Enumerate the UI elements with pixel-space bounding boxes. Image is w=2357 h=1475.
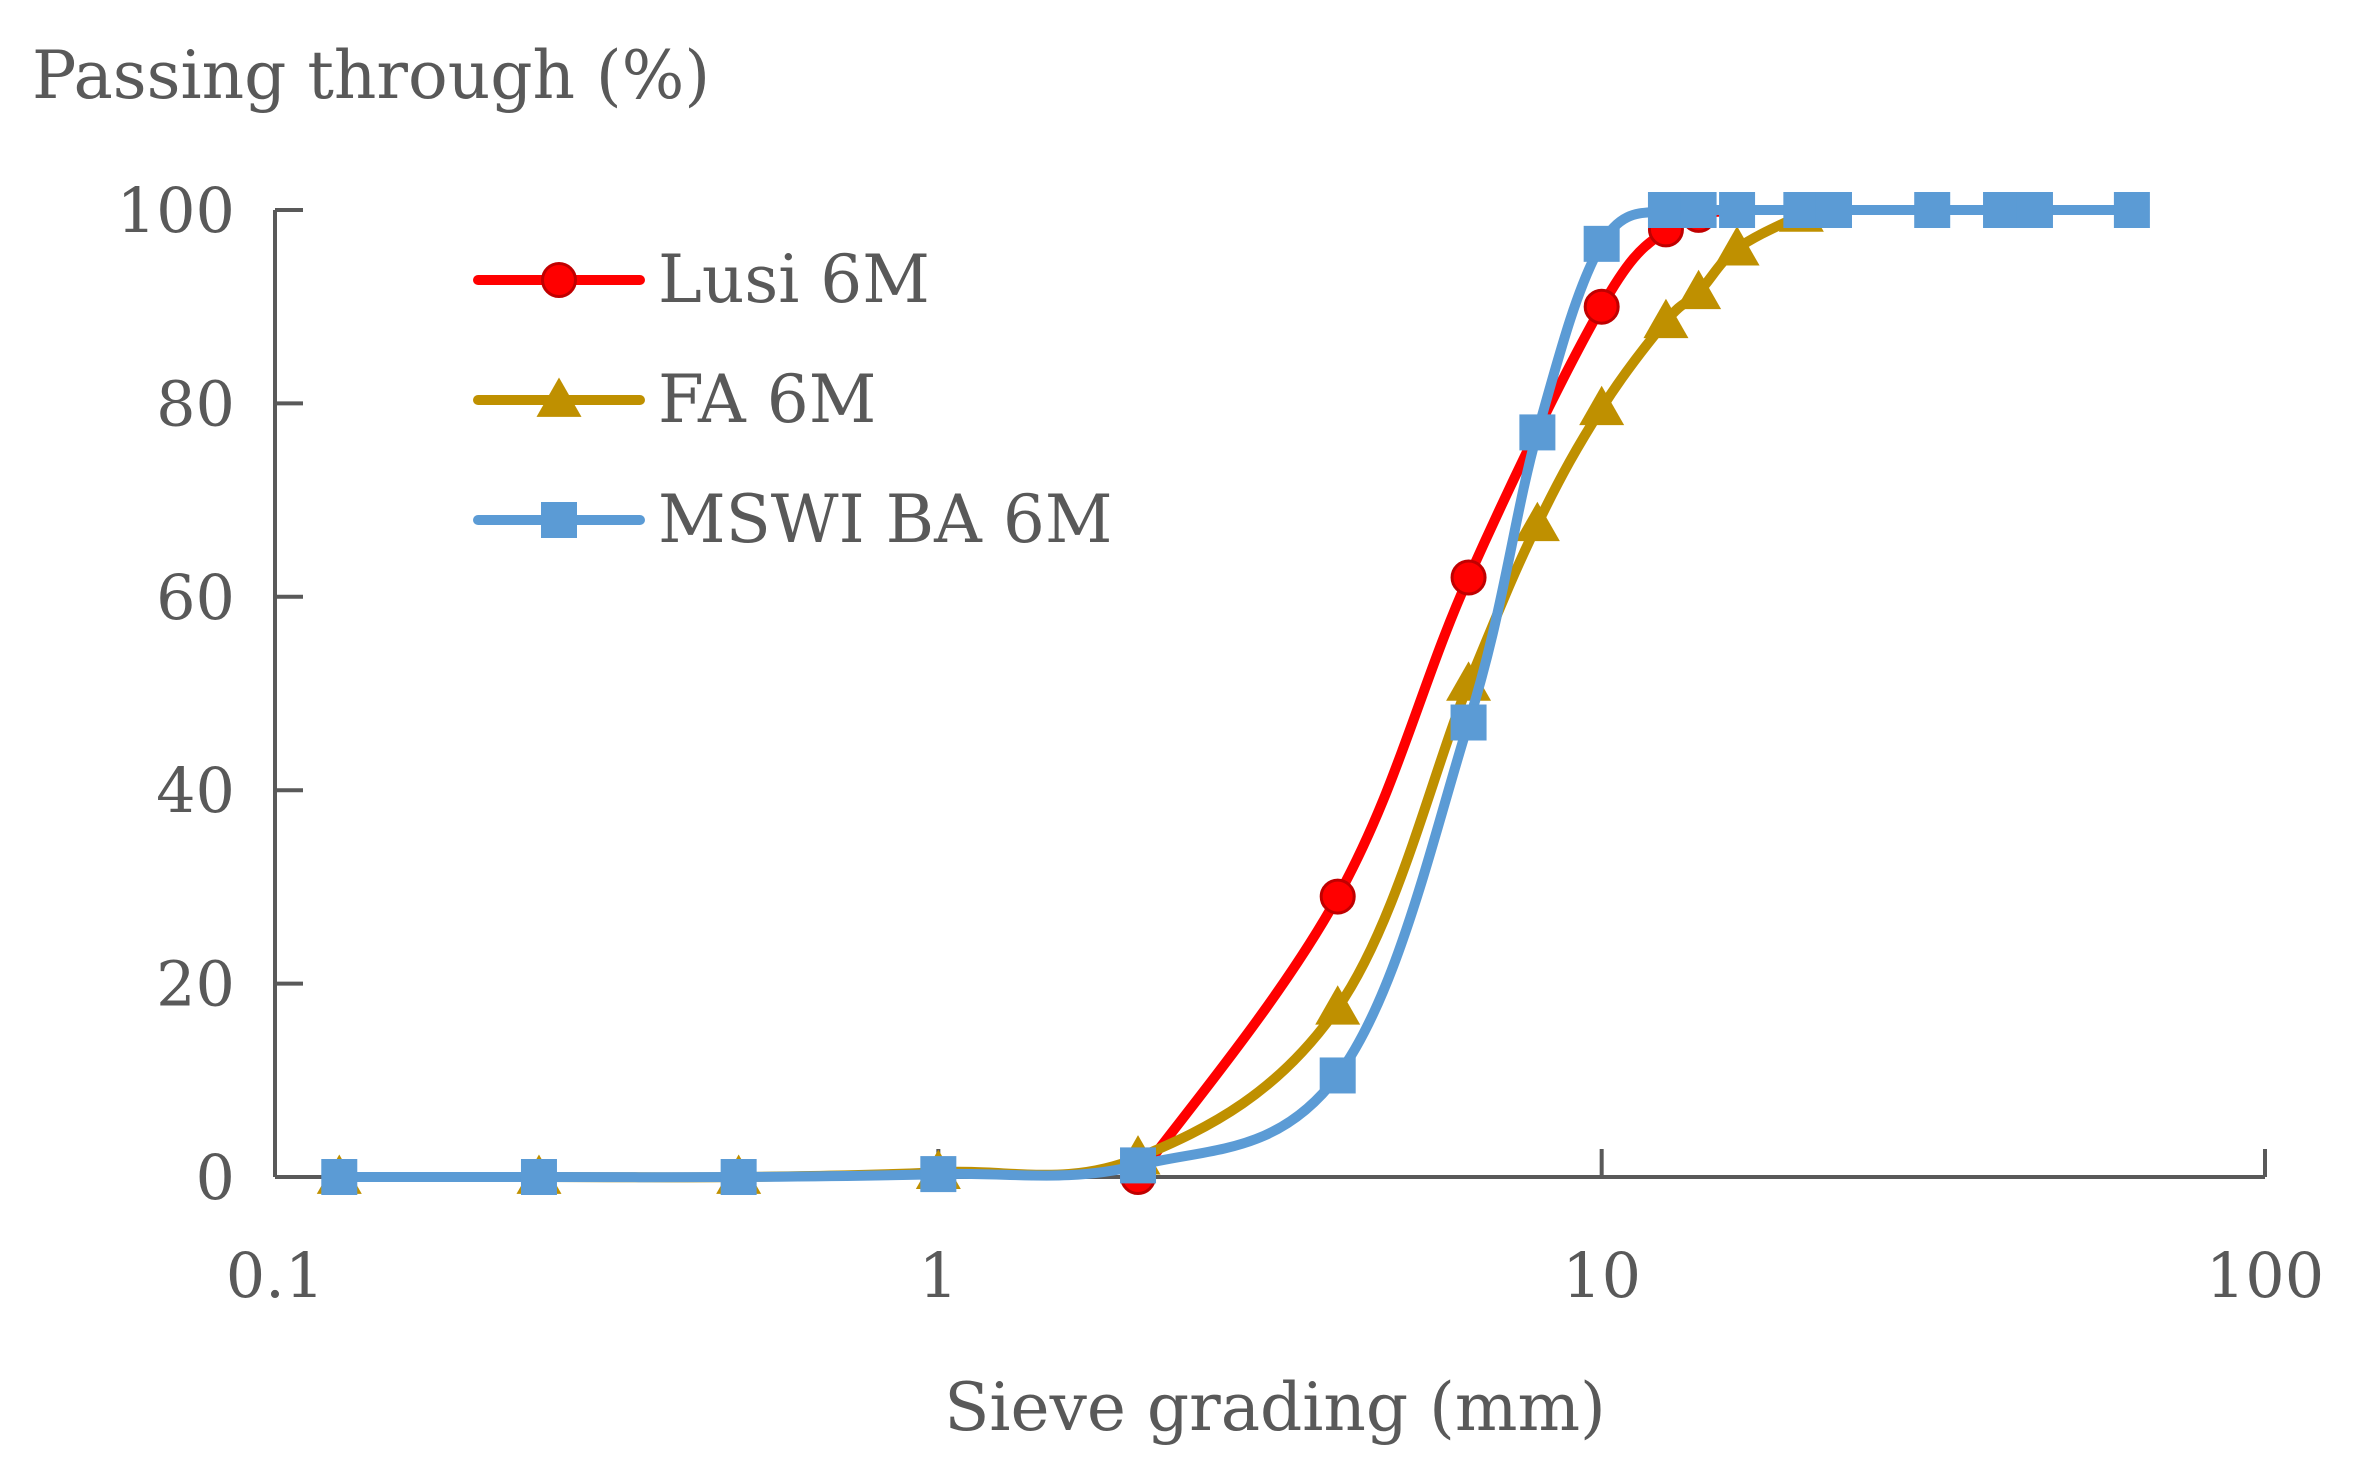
y-tick-label: 80 [156,367,235,440]
legend-swatch-marker [541,262,577,298]
y-tick-label: 20 [156,948,235,1021]
lusi-point [1450,559,1487,596]
x-tick-label: 10 [1562,1239,1641,1312]
y-axis-title: Passing through (%) [32,37,710,114]
series-mswi-ba-6m [321,192,2150,1195]
mswi-point [1783,192,1820,228]
mswi-point [321,1159,358,1195]
legend: Lusi 6M FA 6M MSWI BA 6M [473,241,1112,558]
legend-entry: Lusi 6M [473,241,930,318]
fa-point [1643,298,1689,339]
mswi-point [1319,1057,1356,1094]
y-tick-label: 40 [156,754,235,827]
mswi-point [1815,192,1852,228]
mswi-point [1719,192,1756,228]
legend-entry: MSWI BA 6M [473,481,1112,558]
fa-point [1714,226,1760,266]
series-lusi-6m [1120,192,1756,1195]
mswi-point [2016,192,2053,228]
mswi-point [1583,225,1620,262]
x-tick-label: 0.1 [226,1239,325,1312]
x-tick-label: 1 [919,1239,958,1312]
mswi-point [920,1156,957,1193]
legend-label: MSWI BA 6M [658,481,1112,558]
series-fa-6m [316,192,1824,1194]
legend-label: Lusi 6M [658,241,930,318]
x-axis-title: Sieve grading (mm) [944,1369,1606,1446]
mswi-point [720,1159,757,1195]
legend-swatch-marker [536,377,582,417]
legend-label: FA 6M [658,361,876,438]
mswi-point [1914,192,1951,228]
lusi-point [1319,878,1356,915]
series-line [334,202,2137,1183]
legend-swatch-marker [541,502,577,538]
lusi-point [1583,288,1620,325]
mswi-point [1519,414,1556,451]
mswi-point [1647,192,1684,228]
axes: 0 20 40 60 80 100 0.1 1 10 100 [117,174,2325,1312]
series-line [334,209,1807,1183]
fa-point [1579,385,1625,426]
y-tick-label: 60 [156,561,235,634]
y-tick-label: 0 [196,1141,235,1214]
y-tick-label: 100 [117,174,235,247]
fa-point [1514,501,1560,542]
series-line [1133,205,1743,1182]
mswi-point [1680,192,1717,228]
mswi-point [520,1159,557,1195]
mswi-point [1120,1147,1157,1184]
fa-point [1676,269,1722,310]
fa-point [1315,985,1361,1025]
mswi-point [1983,192,2020,228]
series-layer [316,192,2150,1195]
mswi-point [1450,704,1487,741]
legend-entry: FA 6M [473,361,876,438]
mswi-point [2113,192,2150,228]
x-tick-label: 100 [2206,1239,2324,1312]
